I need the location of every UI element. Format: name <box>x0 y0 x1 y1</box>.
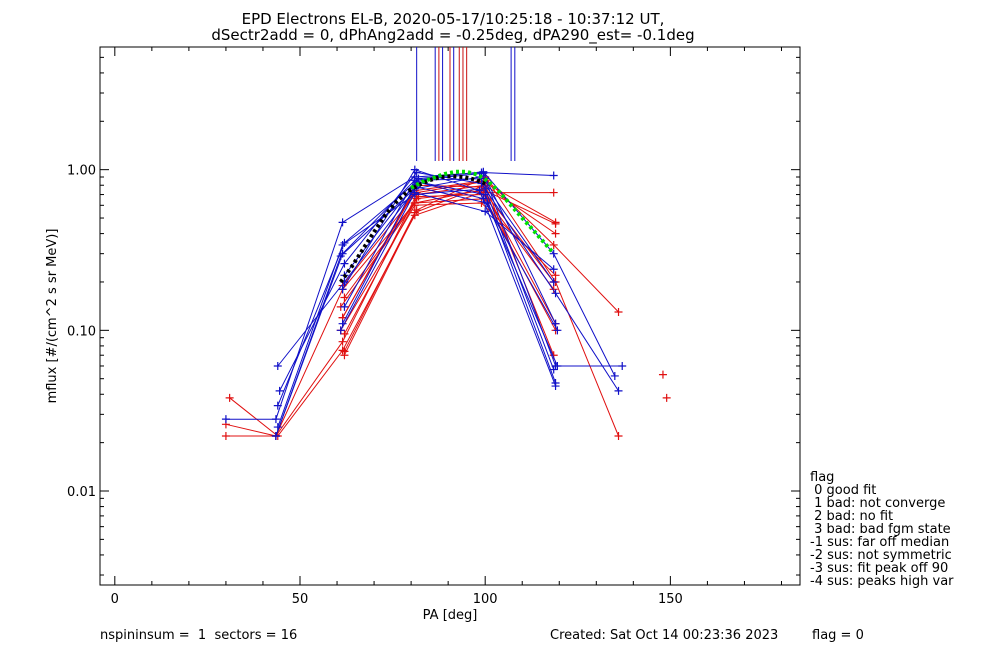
x-tick-label: 100 <box>473 592 498 607</box>
blue-spin-line <box>277 186 623 367</box>
red-data-point <box>614 431 623 440</box>
blue-data-point <box>271 431 280 440</box>
blue-data-point <box>549 265 558 274</box>
blue-data-point <box>221 415 230 424</box>
red-data-point <box>551 271 560 280</box>
red-data-point <box>658 370 667 379</box>
x-axis-label: PA [deg] <box>423 608 478 623</box>
blue-spin-line <box>277 188 555 428</box>
blue-data-point <box>551 289 560 298</box>
vertical-markers <box>416 47 516 161</box>
blue-data-point <box>275 386 284 395</box>
footer-flag: flag = 0 <box>812 628 864 643</box>
y-tick-label: 0.01 <box>67 485 96 500</box>
blue-spin-line <box>225 171 554 420</box>
blue-data-point <box>479 194 488 203</box>
blue-data-point <box>481 184 490 193</box>
red-data-point <box>225 393 234 402</box>
blue-data-point <box>549 277 558 286</box>
blue-data-point <box>475 186 484 195</box>
flag-legend: flag 0 good fit 1 bad: not converge 2 ba… <box>810 470 954 589</box>
legend-entry: -3 sus: fit peak off 90 <box>810 561 948 576</box>
red-data-point <box>614 308 623 317</box>
legend-header: flag <box>810 470 834 485</box>
blue-data-point <box>610 371 619 380</box>
y-axis-label: mflux [#/(cm^2 s sr MeV)] <box>45 229 60 404</box>
footer-created: Created: Sat Oct 14 00:23:36 2023 <box>550 628 778 643</box>
legend-entry: -2 sus: not symmetric <box>810 548 952 563</box>
blue-data-point <box>271 415 280 424</box>
blue-data-point <box>618 361 627 370</box>
legend-entry: 3 bad: bad fgm state <box>810 522 951 537</box>
blue-data-point <box>340 302 349 311</box>
red-data-point <box>338 337 347 346</box>
red-data-point <box>340 347 349 356</box>
legend-entry: -4 sus: peaks high var <box>810 574 954 589</box>
fit-curves <box>339 169 554 284</box>
red-data-point <box>551 218 560 227</box>
blue-data-point <box>549 249 558 258</box>
x-tick-label: 150 <box>658 592 683 607</box>
chart-title: EPD Electrons EL-B, 2020-05-17/10:25:18 … <box>242 10 665 28</box>
blue-data-point <box>340 259 349 268</box>
red-data-point <box>549 285 558 294</box>
data-series <box>221 165 671 440</box>
blue-spin-line <box>344 181 558 331</box>
blue-data-point <box>338 218 347 227</box>
blue-spin-line <box>340 192 555 331</box>
blue-spin-line <box>342 169 557 387</box>
chart-subtitle: dSectr2add = 0, dPhAng2add = -0.25deg, d… <box>211 26 694 45</box>
blue-data-point <box>414 174 423 183</box>
red-data-point <box>410 208 419 217</box>
red-data-point <box>551 229 560 238</box>
y-tick-label: 0.10 <box>67 324 96 339</box>
blue-data-point <box>338 285 347 294</box>
legend-entry: 2 bad: no fit <box>810 509 893 524</box>
red-data-point <box>549 188 558 197</box>
blue-data-point <box>551 382 560 391</box>
blue-data-point <box>481 207 490 216</box>
red-data-point <box>412 194 421 203</box>
blue-spin-line <box>343 178 557 367</box>
red-spin-line <box>342 184 557 324</box>
blue-data-point <box>340 238 349 247</box>
red-data-point <box>221 431 230 440</box>
blue-data-point <box>614 386 623 395</box>
blue-data-point <box>273 361 282 370</box>
red-data-point <box>549 240 558 249</box>
red-spin-line <box>343 193 555 298</box>
blue-data-point <box>273 401 282 410</box>
blue-data-point <box>273 423 282 432</box>
footer-spin-info: nspininsum = 1 sectors = 16 <box>100 628 297 643</box>
blue-data-point <box>410 188 419 197</box>
blue-data-point <box>336 252 345 261</box>
blue-data-point <box>338 240 347 249</box>
blue-data-point <box>553 326 562 335</box>
legend-entry: 1 bad: not converge <box>810 496 945 511</box>
legend-entry: 0 good fit <box>810 483 876 498</box>
red-data-point <box>662 393 671 402</box>
legend-entry: -1 sus: far off median <box>810 535 949 550</box>
red-spin-line <box>342 181 556 286</box>
x-tick-label: 0 <box>111 592 119 607</box>
blue-data-point <box>410 165 419 174</box>
blue-data-point <box>551 361 560 370</box>
x-tick-label: 50 <box>292 592 309 607</box>
blue-data-point <box>549 171 558 180</box>
blue-data-point <box>336 326 345 335</box>
fit-curve <box>410 169 554 253</box>
y-tick-label: 1.00 <box>67 164 96 179</box>
blue-data-point <box>338 319 347 328</box>
blue-data-point <box>479 167 488 176</box>
red-data-point <box>340 329 349 338</box>
blue-data-point <box>549 365 558 374</box>
axis-ticks: 0 50 100 150 0.01 0.10 1.00 <box>67 47 800 607</box>
